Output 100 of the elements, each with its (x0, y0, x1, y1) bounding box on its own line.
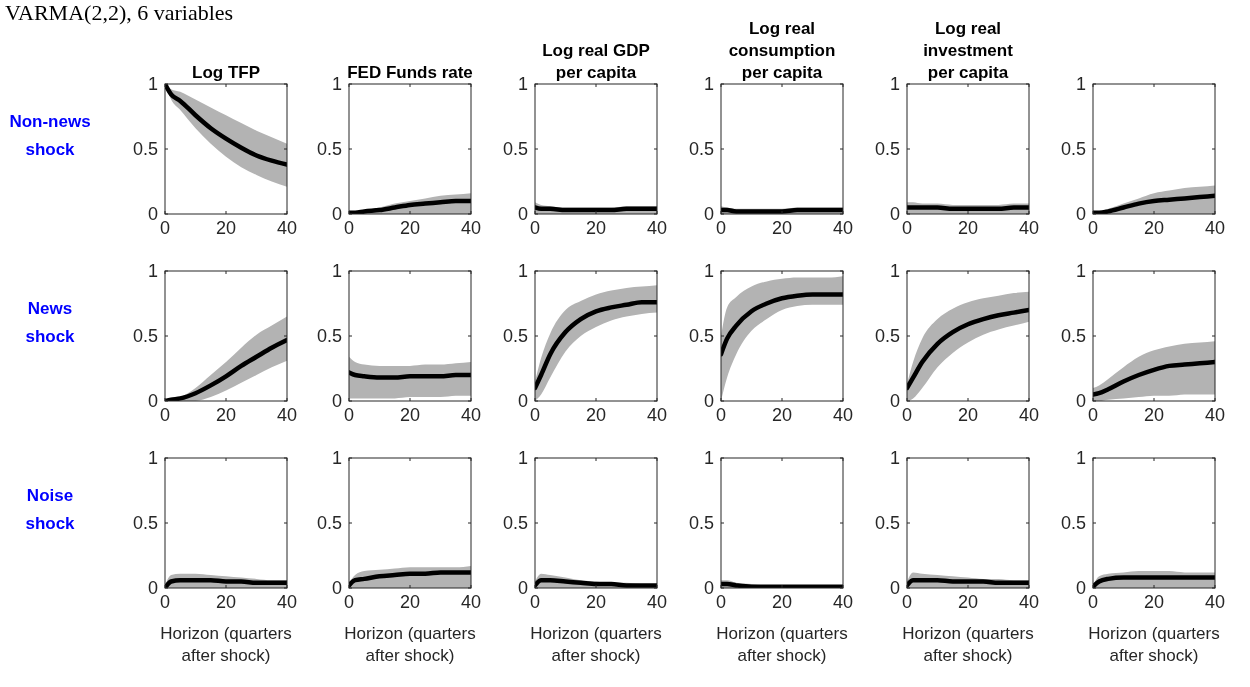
y-tick-label: 0 (889, 204, 900, 225)
x-tick-label: 20 (957, 218, 979, 238)
x-tick-label: 40 (646, 405, 668, 425)
chart-title: FED Funds rate (347, 63, 473, 82)
y-tick-label: 0 (331, 578, 342, 599)
x-tick-label: 20 (585, 405, 607, 425)
y-tick-label: 0.5 (688, 139, 714, 160)
x-tick-label: 40 (460, 405, 482, 425)
y-tick-label: 0 (331, 204, 342, 225)
chart-title: Log real consumption per capita (728, 19, 836, 82)
y-tick-label: 0 (703, 578, 714, 599)
line-series (165, 577, 287, 588)
y-tick-label: 0 (889, 578, 900, 599)
text: VARMA(2,2), 6 variables (5, 0, 234, 25)
x-tick-label: 20 (585, 218, 607, 238)
x-tick-label: 20 (215, 592, 237, 612)
x-tick-label: 20 (215, 405, 237, 425)
y-tick-label: 1 (703, 448, 714, 469)
y-axis-title: Non-news shock (9, 112, 91, 159)
y-tick-label: 0.5 (316, 326, 342, 347)
x-tick-label: 40 (832, 405, 854, 425)
y-tick-label: 1 (147, 261, 158, 282)
x-tick-label: 20 (771, 592, 793, 612)
y-tick-label: 0 (1075, 204, 1086, 225)
line-series (349, 570, 471, 588)
x-tick-label: 40 (1018, 218, 1040, 238)
y-tick-label: 0 (147, 391, 158, 412)
x-tick-label: 40 (460, 592, 482, 612)
x-tick-label: 40 (832, 592, 854, 612)
line-series (165, 337, 287, 401)
line-series (1093, 359, 1215, 397)
line-series (349, 198, 471, 214)
y-tick-label: 0 (517, 204, 528, 225)
y-tick-label: 0.5 (1060, 139, 1086, 160)
y-tick-label: 1 (703, 261, 714, 282)
y-tick-label: 1 (331, 261, 342, 282)
line-series (721, 292, 843, 357)
y-tick-label: 0.5 (1060, 326, 1086, 347)
y-tick-label: 1 (331, 74, 342, 95)
y-axis-title: Noise shock (25, 486, 76, 533)
y-tick-label: 0.5 (132, 326, 158, 347)
line-series (165, 84, 287, 167)
y-tick-label: 0 (703, 204, 714, 225)
y-tick-label: 0 (1075, 391, 1086, 412)
y-tick-label: 0.5 (132, 513, 158, 534)
x-tick-label: 20 (1143, 218, 1165, 238)
x-tick-label: 40 (276, 218, 298, 238)
x-tick-label: 40 (1018, 405, 1040, 425)
x-tick-label: 40 (832, 218, 854, 238)
x-tick-label: 20 (585, 592, 607, 612)
y-tick-label: 1 (331, 448, 342, 469)
x-tick-label: 40 (1204, 405, 1226, 425)
x-tick-label: 20 (957, 405, 979, 425)
y-tick-label: 0 (517, 391, 528, 412)
y-tick-label: 1 (889, 261, 900, 282)
x-tick-label: 40 (1204, 592, 1226, 612)
x-tick-label: 40 (1204, 218, 1226, 238)
y-tick-label: 1 (703, 74, 714, 95)
x-tick-label: 40 (1018, 592, 1040, 612)
y-tick-label: 0.5 (502, 139, 528, 160)
x-tick-label: 20 (771, 218, 793, 238)
y-tick-label: 1 (889, 74, 900, 95)
chart-title: Log real GDP per capita (542, 41, 650, 82)
y-tick-label: 0.5 (316, 139, 342, 160)
x-tick-label: 20 (1143, 592, 1165, 612)
x-tick-label: 20 (1143, 405, 1165, 425)
y-tick-label: 0.5 (874, 326, 900, 347)
y-tick-label: 0 (517, 578, 528, 599)
y-tick-label: 1 (517, 261, 528, 282)
x-tick-label: 40 (276, 405, 298, 425)
y-tick-label: 0 (889, 391, 900, 412)
x-tick-label: 20 (399, 592, 421, 612)
y-tick-label: 1 (1075, 261, 1086, 282)
x-tick-label: 20 (771, 405, 793, 425)
x-axis-title: Horizon (quarters after shock) (1088, 624, 1220, 665)
chart-title: Log real investment per capita (923, 19, 1014, 82)
line-series (907, 307, 1029, 391)
y-tick-label: 0.5 (132, 139, 158, 160)
x-tick-label: 20 (399, 405, 421, 425)
y-tick-label: 0.5 (502, 326, 528, 347)
y-tick-label: 0 (147, 204, 158, 225)
x-axis-title: Horizon (quarters after shock) (160, 624, 292, 665)
line-series (1093, 193, 1215, 214)
x-tick-label: 20 (399, 218, 421, 238)
y-axis-title: News shock (25, 299, 76, 346)
x-axis-title: Horizon (quarters after shock) (344, 624, 476, 665)
y-tick-label: 1 (1075, 74, 1086, 95)
x-tick-label: 40 (646, 218, 668, 238)
y-tick-label: 0 (331, 391, 342, 412)
y-tick-label: 1 (517, 74, 528, 95)
y-tick-label: 0.5 (874, 139, 900, 160)
x-tick-label: 20 (957, 592, 979, 612)
x-axis-title: Horizon (quarters after shock) (716, 624, 848, 665)
x-tick-label: 40 (460, 218, 482, 238)
y-tick-label: 0 (1075, 578, 1086, 599)
line-series (1093, 575, 1215, 588)
y-tick-label: 1 (517, 448, 528, 469)
x-tick-label: 40 (276, 592, 298, 612)
y-tick-label: 0 (703, 391, 714, 412)
y-tick-label: 0.5 (502, 513, 528, 534)
